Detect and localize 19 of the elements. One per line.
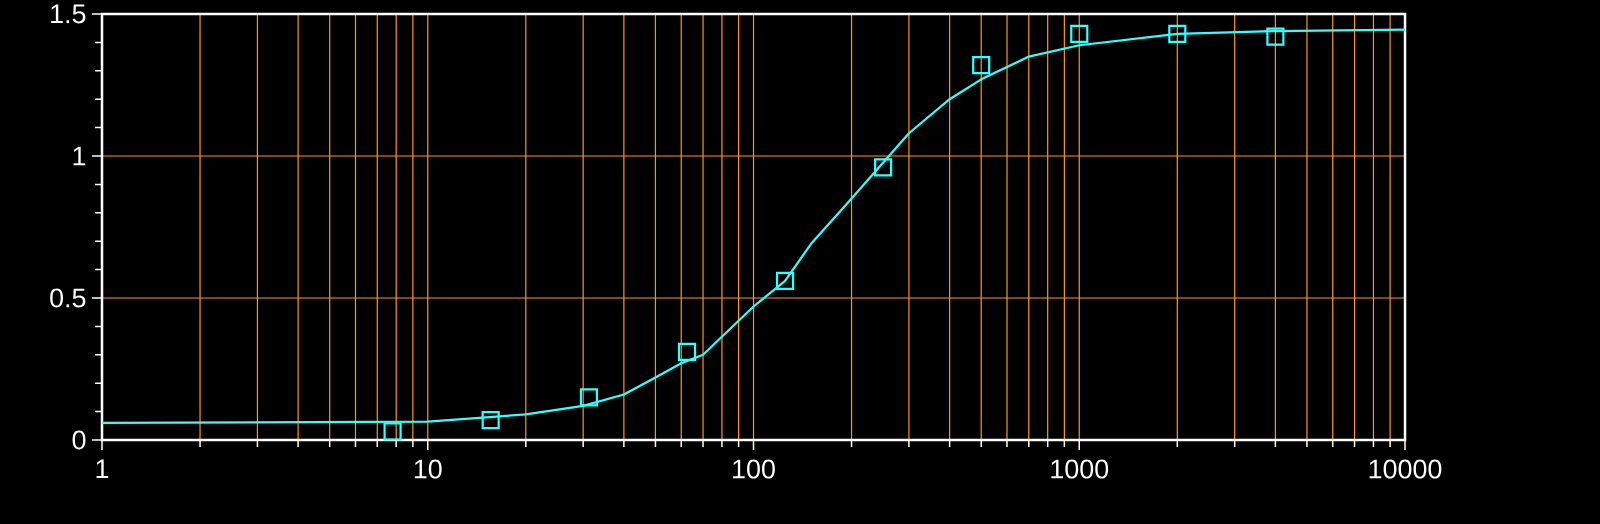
point — [677, 342, 697, 362]
x-tick-label: 10 — [414, 459, 442, 479]
y-tick-label: 0.5 — [50, 288, 86, 308]
x-tick-label: 1000 — [1051, 459, 1109, 479]
point — [874, 158, 893, 177]
point — [775, 271, 795, 291]
y-tick-label: 1 — [73, 146, 86, 166]
point — [972, 56, 991, 75]
point — [481, 411, 500, 430]
y-tick-label: 1.5 — [51, 4, 86, 24]
y-tick-label: 0 — [72, 430, 86, 450]
point — [579, 388, 599, 407]
x-tick-label: 100 — [733, 459, 775, 479]
point — [1266, 27, 1285, 46]
point — [1070, 24, 1089, 43]
point — [383, 422, 402, 441]
x-tick-label: 10000 — [1369, 459, 1442, 479]
x-tick-label: 1 — [96, 459, 109, 479]
point — [1168, 24, 1187, 43]
